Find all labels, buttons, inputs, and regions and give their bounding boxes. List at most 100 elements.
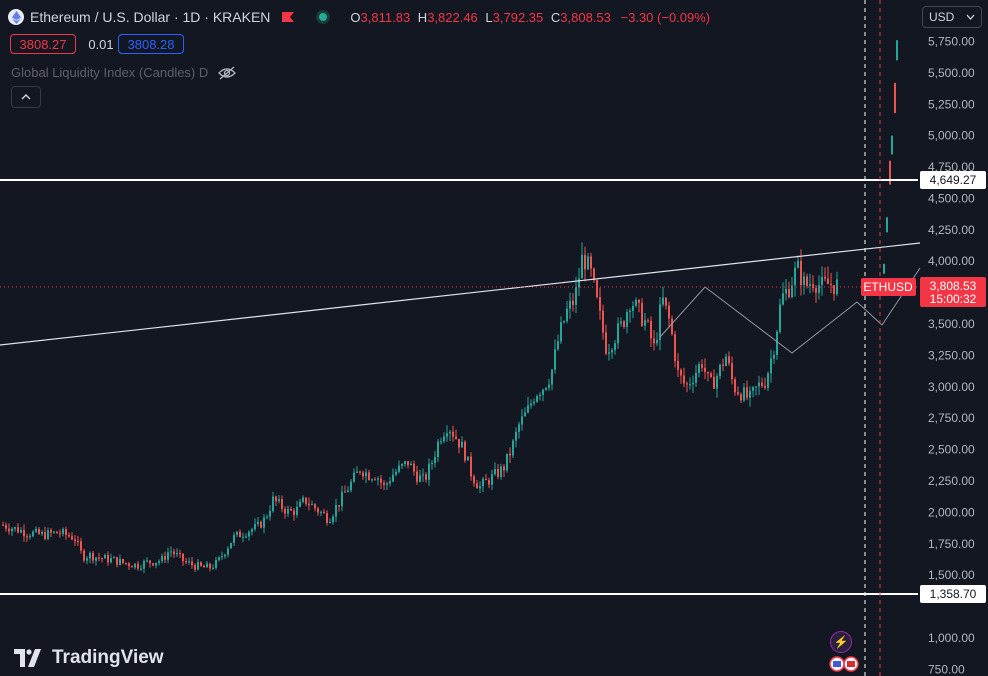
candle-body: [896, 40, 898, 61]
candle-body: [335, 505, 337, 517]
candle-body: [512, 440, 514, 456]
candle-body: [797, 260, 799, 268]
candle-body: [365, 472, 367, 477]
price-tick-label: 1,750.00: [928, 537, 975, 551]
candle-body: [62, 529, 64, 534]
candle-body: [404, 461, 406, 464]
candle-body: [422, 474, 424, 476]
trendline: [0, 242, 921, 346]
symbol-legend[interactable]: Ethereum / U.S. Dollar · 1D · KRAKEN O3,…: [8, 6, 710, 28]
candle-body: [653, 338, 655, 344]
price-tick-label: 2,000.00: [928, 505, 975, 519]
price-tick-label: 5,250.00: [928, 97, 975, 111]
candle-body: [407, 461, 409, 466]
candle-body: [218, 557, 220, 560]
candle-body: [617, 323, 619, 344]
open-value: 3,811.83: [360, 9, 411, 25]
candle-body: [560, 322, 562, 342]
symbol-title[interactable]: Ethereum / U.S. Dollar · 1D · KRAKEN: [30, 9, 271, 25]
candle-body: [242, 536, 244, 538]
price-tick-label: 4,250.00: [928, 223, 975, 237]
lightning-event-icon[interactable]: ⚡: [830, 631, 852, 653]
candle-body: [542, 389, 544, 395]
candle-body: [170, 551, 172, 553]
candle-body: [344, 491, 346, 493]
candle-body: [308, 503, 310, 505]
candle-body: [746, 387, 748, 398]
sell-price-button[interactable]: 3808.27: [10, 34, 76, 54]
candle-body: [353, 472, 355, 482]
candle-body: [158, 561, 160, 563]
candle-body: [254, 524, 256, 530]
candle-body: [356, 471, 358, 473]
candle-body: [518, 424, 520, 432]
candle-body: [827, 278, 829, 284]
candle-body: [611, 350, 613, 353]
buy-price-button[interactable]: 3808.28: [118, 34, 184, 54]
candle-body: [350, 481, 352, 491]
candle-body: [287, 508, 289, 514]
candle-body: [891, 135, 893, 155]
price-axis[interactable]: 750.00 1,000.00 1,500.00 1,750.00 2,000.00 2,…: [928, 34, 975, 676]
candle-body: [578, 278, 580, 288]
candle-body: [629, 310, 631, 313]
candle-body: [659, 304, 661, 340]
candle-body: [464, 441, 466, 461]
candle-body: [731, 363, 733, 380]
candle-body: [98, 557, 100, 559]
candle-body: [152, 563, 154, 566]
candle-body: [320, 511, 322, 513]
candle-body: [50, 530, 52, 533]
candle-body: [683, 375, 685, 384]
candle-body: [821, 276, 823, 286]
candle-body: [710, 373, 712, 378]
candle-body: [140, 568, 142, 570]
low-value: 3,792.35: [492, 9, 544, 25]
candle-body: [650, 320, 652, 339]
candle-body: [686, 383, 688, 385]
last-price-label: 3,808.53: [930, 279, 977, 293]
candle-body: [401, 463, 403, 466]
candle-body: [431, 463, 433, 465]
candle-body: [503, 466, 505, 471]
candle-body: [533, 401, 535, 404]
candle-body: [245, 536, 247, 538]
countdown-label: 15:00:32: [930, 292, 977, 306]
hidden-eye-icon[interactable]: [218, 66, 237, 80]
candle-body: [392, 474, 394, 482]
candle-body: [707, 371, 709, 374]
candle-body: [263, 517, 265, 528]
candle-body: [638, 299, 640, 303]
candle-body: [305, 497, 307, 504]
candle-body: [83, 550, 85, 561]
candle-body: [743, 387, 745, 401]
candle-body: [476, 483, 478, 489]
candle-body: [692, 382, 694, 385]
candle-body: [506, 453, 508, 471]
candle-body: [290, 508, 292, 511]
economic-event-flags-icon[interactable]: [828, 656, 862, 672]
indicator-label[interactable]: Global Liquidity Index (Candles) D: [11, 65, 209, 80]
candle-body: [137, 563, 139, 569]
candle-body: [296, 506, 298, 515]
currency-selector[interactable]: USD: [922, 6, 982, 28]
price-tick-label: 2,500.00: [928, 443, 975, 457]
collapse-indicators-button[interactable]: [11, 86, 41, 108]
candle-body: [830, 283, 832, 286]
candle-body: [299, 501, 301, 507]
last-symbol-label: ETHUSD: [863, 280, 913, 294]
candle-body: [17, 527, 19, 533]
candle-body: [176, 553, 178, 555]
indicator-legend[interactable]: Global Liquidity Index (Candles) D: [11, 65, 237, 80]
tradingview-logo[interactable]: TradingView: [14, 647, 164, 669]
candle-body: [173, 551, 175, 555]
flag-icon[interactable]: [282, 12, 295, 22]
candle-body: [317, 508, 319, 513]
tradingview-logo-icon: [14, 649, 41, 667]
candle-body: [791, 285, 793, 298]
candle-body: [614, 343, 616, 351]
candle-body: [389, 481, 391, 484]
candle-body: [197, 562, 199, 570]
candle-body: [167, 552, 169, 560]
